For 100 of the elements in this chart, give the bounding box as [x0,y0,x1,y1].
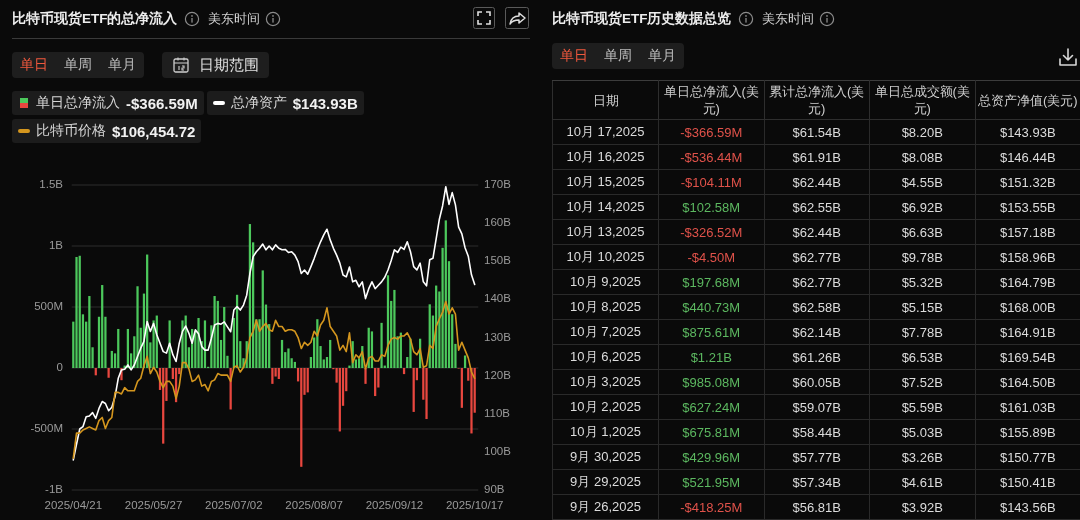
data-label: $158.96B [975,244,1080,270]
bar [425,368,428,420]
data-label: $168.00B [975,294,1080,320]
category-label: 10月 14,2025 [552,194,659,220]
data-label: $155.89B [975,419,1080,445]
text: 单月 [648,47,676,65]
data-label: $521.95M [658,469,764,495]
category-label: 10月 15,2025 [552,169,659,195]
data-label: $62.58B [764,294,870,320]
bar [213,296,216,368]
category-label: 10月 3,2025 [552,369,659,395]
data-label: $7.78B [869,319,975,345]
text: -$366.59M [126,94,198,112]
data-label: $62.44B [764,219,870,245]
x-tick-label: 2025/08/07 [285,499,343,512]
data-label: $5.32B [869,269,975,295]
data-label: $875.61M [658,319,764,345]
data-label: $146.44B [975,144,1080,170]
data-label: $5.15B [869,294,975,320]
data-label: $61.54B [764,119,870,145]
y2-tick-label: 90B [484,483,505,496]
data-label: $8.20B [869,119,975,145]
y2-tick-label: 110B [484,406,511,419]
text: $106,454.72 [112,122,196,140]
category-label: 10月 7,2025 [552,319,659,345]
y2-tick-label: 170B [484,178,512,191]
data-label: $57.77B [764,444,870,470]
text: 比特币现货ETF历史数据总览 [552,10,732,28]
text: 单日 [560,47,588,65]
legend-label: 单日总成交额(美元) [869,80,975,120]
data-label: $161.03B [975,394,1080,420]
data-label: $675.81M [658,419,764,445]
y-tick-label: 0 [56,361,63,374]
data-label: $102.58M [658,194,764,220]
text: 日期范围 [199,55,259,75]
data-label: $164.91B [975,319,1080,345]
data-label: $62.14B [764,319,870,345]
data-label: $157.18B [975,219,1080,245]
category-label: 10月 8,2025 [552,294,659,320]
data-label: $6.63B [869,219,975,245]
y2-tick-label: 100B [484,444,512,457]
data-label: $627.24M [658,394,764,420]
category-label: 10月 16,2025 [552,144,659,170]
legend-label: 总净资产 [230,94,287,112]
text: 单周 [604,47,632,65]
data-label: $62.77B [764,269,870,295]
category-label: 10月 10,2025 [552,244,659,270]
data-label: -$4.50M [658,244,764,270]
bar [380,322,383,368]
data-label: $143.56B [975,494,1080,520]
data-label: $150.41B [975,469,1080,495]
data-label: $164.50B [975,369,1080,395]
category-label: 10月 6,2025 [552,344,659,370]
data-label: $429.96M [658,444,764,470]
data-label: $5.03B [869,419,975,445]
data-label: $62.55B [764,194,870,220]
bar [470,368,473,434]
bar [364,368,367,384]
data-label: $3.26B [869,444,975,470]
y2-tick-label: 140B [484,292,512,305]
data-label: $1.21B [658,344,764,370]
x-tick-label: 2025/10/17 [445,499,504,512]
y2-tick-label: 150B [484,254,512,267]
data-label: $61.91B [764,144,870,170]
x-tick-label: 2025/09/12 [365,499,424,512]
legend-label: 总资产净值(美元) [975,80,1080,120]
y2-tick-label: 130B [484,330,512,343]
y2-tick-label: 160B [484,216,512,229]
y-tick-label: -1B [45,483,64,496]
y2-tick-label: 120B [484,368,512,381]
data-label: $151.32B [975,169,1080,195]
data-label: -$536.44M [658,144,764,170]
legend-label: 比特币价格 [36,122,106,140]
data-label: -$104.11M [658,169,764,195]
data-label: $143.93B [975,119,1080,145]
bar [463,355,467,368]
data-label: $150.77B [975,444,1080,470]
y-tick-label: -500M [30,422,63,435]
text: 日期 [552,80,659,120]
category-label: 10月 13,2025 [552,219,659,245]
data-label: $58.44B [764,419,870,445]
x-tick-label: 2025/05/27 [124,499,183,512]
data-label: -$326.52M [658,219,764,245]
category-label: 9月 29,2025 [552,469,659,495]
x-tick-label: 2025/04/21 [44,499,103,512]
data-label: $4.55B [869,169,975,195]
text: 单月 [108,56,136,74]
bar [409,338,412,368]
data-label: -$366.59M [658,119,764,145]
data-label: $164.79B [975,269,1080,295]
data-label: $9.78B [869,244,975,270]
bar [287,348,290,368]
data-label: $6.92B [869,194,975,220]
data-label: $8.08B [869,144,975,170]
data-label: $4.61B [869,469,975,495]
bar [271,368,274,384]
category-label: 10月 1,2025 [552,419,659,445]
data-label: $60.05B [764,369,870,395]
data-label: $3.92B [869,494,975,520]
data-label: $7.52B [869,369,975,395]
